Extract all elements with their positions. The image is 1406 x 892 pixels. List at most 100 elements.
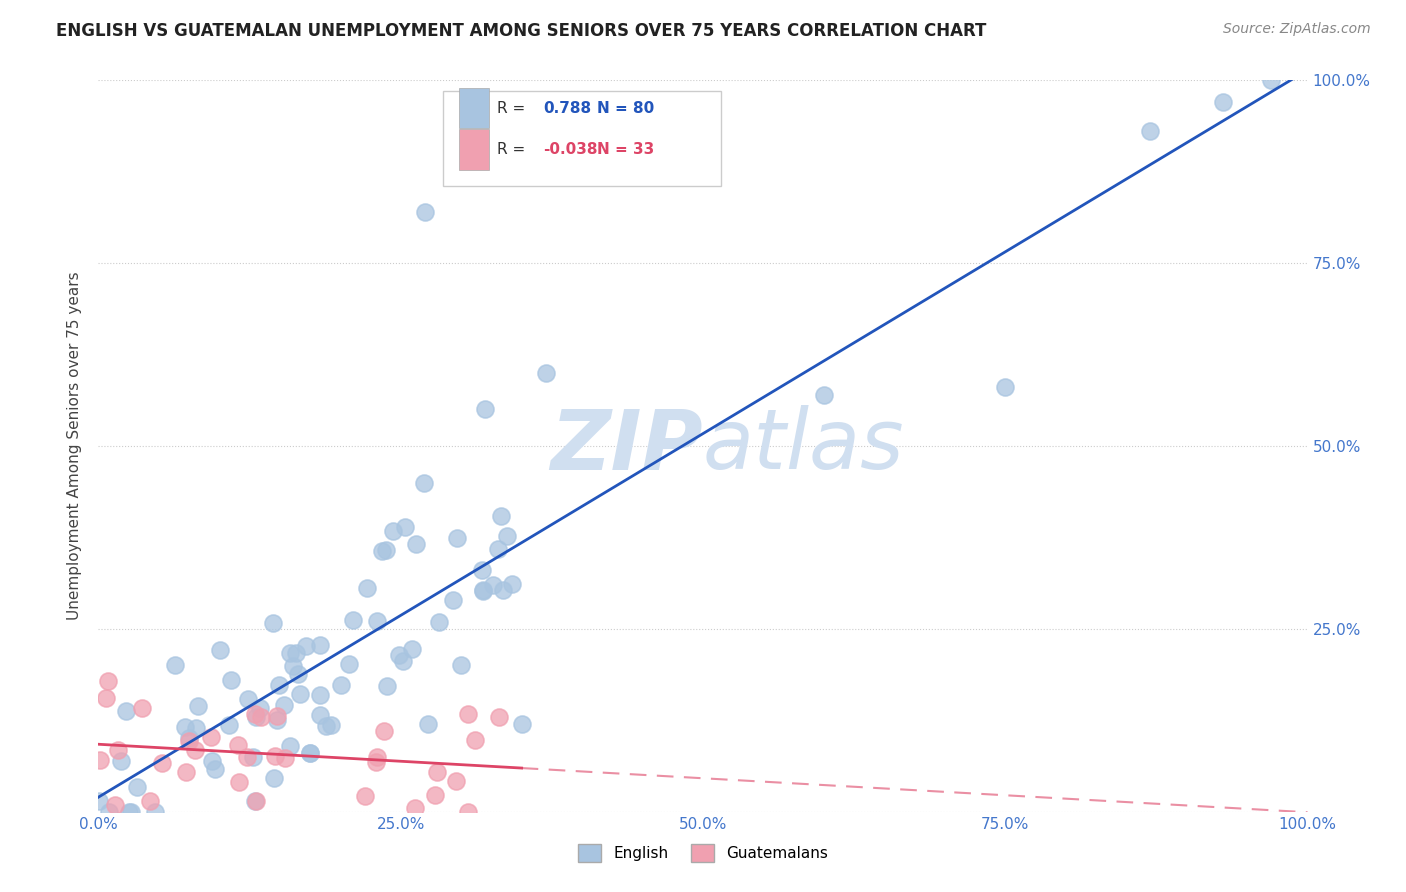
Point	[495, 529, 517, 543]
Point	[184, 722, 207, 736]
Point	[177, 733, 200, 747]
Point	[472, 584, 495, 599]
Text: ENGLISH VS GUATEMALAN UNEMPLOYMENT AMONG SENIORS OVER 75 YEARS CORRELATION CHART: ENGLISH VS GUATEMALAN UNEMPLOYMENT AMONG…	[56, 22, 987, 40]
Point	[309, 688, 332, 702]
Point	[492, 582, 515, 597]
Point	[221, 673, 243, 688]
Point	[457, 707, 479, 722]
Point	[319, 718, 342, 732]
Point	[366, 750, 388, 764]
Point	[243, 706, 266, 721]
Point	[388, 648, 411, 663]
Point	[413, 205, 436, 219]
Point	[1260, 73, 1282, 87]
FancyBboxPatch shape	[443, 91, 721, 186]
Point	[472, 583, 495, 598]
Point	[150, 756, 173, 771]
Point	[200, 730, 222, 744]
Point	[201, 754, 224, 768]
Text: atlas: atlas	[703, 406, 904, 486]
Point	[444, 773, 467, 788]
Point	[236, 750, 259, 764]
Point	[115, 704, 138, 718]
Point	[250, 710, 273, 724]
FancyBboxPatch shape	[458, 88, 489, 128]
Point	[89, 753, 111, 767]
Point	[97, 673, 120, 688]
Point	[1139, 124, 1161, 138]
Text: 0.788: 0.788	[543, 101, 592, 116]
Point	[412, 475, 434, 490]
Point	[177, 731, 200, 745]
Point	[404, 801, 426, 815]
Point	[370, 544, 392, 558]
Point	[97, 805, 120, 819]
Point	[209, 643, 232, 657]
Point	[418, 716, 440, 731]
Point	[446, 531, 468, 545]
Point	[131, 700, 153, 714]
Point	[187, 698, 209, 713]
Text: N = 33: N = 33	[596, 142, 654, 157]
Point	[337, 657, 360, 672]
Legend: English, Guatemalans: English, Guatemalans	[571, 836, 835, 870]
Point	[287, 667, 309, 681]
Point	[813, 388, 835, 402]
Point	[278, 646, 301, 660]
Point	[474, 402, 496, 417]
Point	[262, 615, 284, 630]
Point	[127, 780, 149, 794]
Point	[120, 805, 142, 819]
Point	[263, 771, 285, 785]
Point	[204, 762, 226, 776]
Point	[392, 654, 415, 668]
Point	[242, 750, 264, 764]
Point	[366, 614, 388, 628]
Point	[486, 541, 509, 556]
Text: R =: R =	[498, 142, 530, 157]
Point	[281, 658, 304, 673]
Point	[342, 613, 364, 627]
Point	[285, 646, 308, 660]
Text: ZIP: ZIP	[550, 406, 703, 486]
Text: -0.038: -0.038	[543, 142, 598, 157]
Point	[405, 537, 427, 551]
Point	[427, 615, 450, 630]
Point	[266, 714, 288, 728]
Point	[377, 679, 399, 693]
Point	[266, 709, 288, 723]
Point	[104, 798, 127, 813]
Point	[184, 743, 207, 757]
Point	[489, 509, 512, 524]
Point	[107, 742, 129, 756]
Point	[364, 756, 387, 770]
Point	[245, 794, 267, 808]
Point	[267, 678, 290, 692]
Point	[298, 746, 321, 760]
Point	[290, 687, 312, 701]
Point	[426, 765, 449, 780]
FancyBboxPatch shape	[458, 129, 489, 169]
Point	[110, 754, 132, 768]
Text: R =: R =	[498, 101, 530, 116]
Y-axis label: Unemployment Among Seniors over 75 years: Unemployment Among Seniors over 75 years	[67, 272, 83, 620]
Text: N = 80: N = 80	[596, 101, 654, 116]
Point	[163, 658, 186, 673]
Point	[94, 691, 117, 706]
Point	[118, 805, 141, 819]
Point	[534, 366, 557, 380]
Point	[1212, 95, 1234, 110]
Point	[353, 789, 375, 804]
Point	[382, 524, 405, 539]
Point	[143, 805, 166, 819]
Point	[329, 678, 352, 692]
Point	[263, 749, 285, 764]
Point	[243, 794, 266, 808]
Point	[245, 710, 267, 724]
Point	[481, 577, 503, 591]
Point	[226, 739, 249, 753]
Point	[308, 638, 330, 652]
Point	[394, 520, 416, 534]
Point	[218, 718, 240, 732]
Point	[174, 765, 197, 780]
